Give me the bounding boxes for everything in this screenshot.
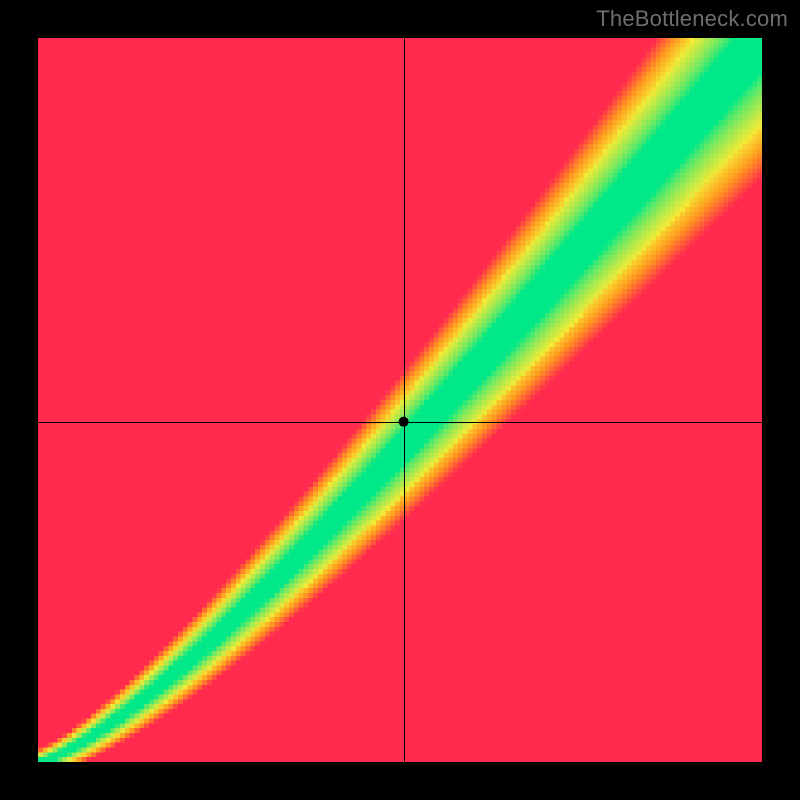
- heatmap-canvas: [38, 38, 762, 762]
- chart-container: TheBottleneck.com: [0, 0, 800, 800]
- watermark-text: TheBottleneck.com: [596, 6, 788, 32]
